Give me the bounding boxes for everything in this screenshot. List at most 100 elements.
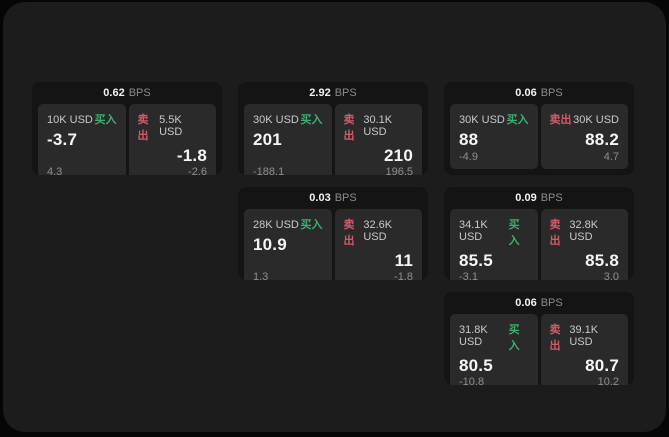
sell-label: 卖出	[137, 114, 149, 142]
buy-size: 28K USD	[253, 219, 299, 231]
quote-card: 0.62 BPS 10K USD 买入 -3.7 4.3 卖出 5.5K USD	[32, 82, 222, 175]
sell-panel-top: 卖出 30K USD	[550, 111, 620, 127]
buy-label: 买入	[94, 114, 117, 126]
quote-panels: 28K USD 买入 10.9 1.3 卖出 32.6K USD 11 -1.8	[238, 209, 428, 280]
buy-size: 10K USD	[47, 114, 93, 126]
bps-value: 0.09	[515, 192, 537, 204]
quote-panels: 30K USD 买入 201 -188.1 卖出 30.1K USD 210 1…	[238, 104, 428, 175]
buy-label: 买入	[508, 219, 520, 247]
sell-change: 3.0	[603, 271, 619, 280]
sell-price: 85.8	[585, 251, 619, 270]
sell-price: 88.2	[585, 130, 619, 149]
sell-size: 30.1K USD	[363, 114, 393, 138]
buy-price: 85.5	[459, 251, 493, 270]
buy-change: -188.1	[253, 166, 285, 175]
buy-change: -3.1	[459, 271, 478, 280]
quote-card: 2.92 BPS 30K USD 买入 201 -188.1 卖出 30.1K …	[238, 82, 428, 175]
sell-panel-top: 卖出 30.1K USD	[344, 111, 414, 143]
bps-unit: BPS	[540, 192, 563, 204]
bps-unit: BPS	[540, 297, 563, 309]
buy-size: 30K USD	[459, 114, 505, 126]
buy-change: 1.3	[253, 271, 269, 280]
quote-card: 0.06 BPS 31.8K USD 买入 80.5 -10.8 卖出 39.1…	[444, 292, 634, 385]
sell-price: -1.8	[176, 146, 207, 165]
buy-change: -10.8	[459, 376, 485, 385]
bps-value: 0.03	[309, 192, 331, 204]
quote-card-grid: 0.62 BPS 10K USD 买入 -3.7 4.3 卖出 5.5K USD	[32, 82, 634, 385]
quote-card: 0.09 BPS 34.1K USD 买入 85.5 -3.1 卖出 32.8K…	[444, 187, 634, 280]
buy-panel-top: 34.1K USD 买入	[459, 216, 529, 248]
buy-panel[interactable]: 28K USD 买入 10.9 1.3	[244, 209, 332, 280]
buy-panel[interactable]: 34.1K USD 买入 85.5 -3.1	[450, 209, 538, 280]
bps-header: 0.09 BPS	[444, 187, 634, 209]
bps-value: 0.06	[515, 87, 537, 99]
quote-panels: 31.8K USD 买入 80.5 -10.8 卖出 39.1K USD 80.…	[444, 314, 634, 385]
buy-panel-top: 10K USD 买入	[47, 111, 117, 127]
sell-size: 32.6K USD	[363, 219, 393, 243]
quote-panels: 34.1K USD 买入 85.5 -3.1 卖出 32.8K USD 85.8…	[444, 209, 634, 280]
sell-size: 32.8K USD	[569, 219, 599, 243]
buy-panel-top: 30K USD 买入	[253, 111, 323, 127]
sell-label: 卖出	[343, 114, 355, 142]
sell-panel[interactable]: 卖出 32.8K USD 85.8 3.0	[540, 209, 628, 280]
sell-change: 196.5	[385, 166, 413, 175]
sell-change: -1.8	[394, 271, 413, 280]
buy-label: 买入	[300, 114, 323, 126]
sell-price: 80.7	[585, 356, 619, 375]
quote-panels: 30K USD 买入 88 -4.9 卖出 30K USD 88.2 4.7	[444, 104, 634, 175]
buy-change: 4.3	[47, 166, 63, 175]
buy-panel[interactable]: 30K USD 买入 88 -4.9	[450, 104, 538, 169]
sell-panel-top: 卖出 32.6K USD	[344, 216, 414, 248]
buy-price: 88	[459, 130, 479, 149]
bps-header: 0.06 BPS	[444, 82, 634, 104]
buy-label: 买入	[506, 114, 529, 126]
bps-header: 0.06 BPS	[444, 292, 634, 314]
sell-panel[interactable]: 卖出 30K USD 88.2 4.7	[540, 104, 628, 169]
buy-panel[interactable]: 30K USD 买入 201 -188.1	[244, 104, 332, 175]
sell-panel-top: 卖出 39.1K USD	[550, 321, 620, 353]
sell-panel[interactable]: 卖出 32.6K USD 11 -1.8	[334, 209, 422, 280]
app-window: 0.62 BPS 10K USD 买入 -3.7 4.3 卖出 5.5K USD	[3, 2, 666, 432]
buy-label: 买入	[300, 219, 323, 231]
sell-price: 210	[384, 146, 413, 165]
bps-unit: BPS	[128, 87, 151, 99]
sell-size: 30K USD	[573, 114, 619, 126]
sell-size: 5.5K USD	[159, 114, 183, 138]
buy-panel[interactable]: 10K USD 买入 -3.7 4.3	[38, 104, 126, 175]
sell-size: 39.1K USD	[569, 324, 599, 348]
buy-panel-top: 28K USD 买入	[253, 216, 323, 232]
bps-value: 2.92	[309, 87, 331, 99]
bps-unit: BPS	[540, 87, 563, 99]
sell-panel-top: 卖出 5.5K USD	[138, 111, 208, 143]
buy-size: 34.1K USD	[459, 219, 488, 243]
bps-unit: BPS	[334, 192, 357, 204]
sell-price: 11	[394, 251, 413, 270]
bps-header: 0.62 BPS	[32, 82, 222, 104]
buy-price: -3.7	[47, 130, 78, 149]
buy-panel-top: 31.8K USD 买入	[459, 321, 529, 353]
sell-panel[interactable]: 卖出 30.1K USD 210 196.5	[334, 104, 422, 175]
sell-label: 卖出	[549, 324, 561, 352]
quote-card: 0.03 BPS 28K USD 买入 10.9 1.3 卖出 32.6K US…	[238, 187, 428, 280]
sell-panel[interactable]: 卖出 5.5K USD -1.8 -2.6	[128, 104, 216, 175]
sell-label: 卖出	[549, 114, 572, 126]
buy-panel-top: 30K USD 买入	[459, 111, 529, 127]
buy-panel[interactable]: 31.8K USD 买入 80.5 -10.8	[450, 314, 538, 385]
buy-size: 30K USD	[253, 114, 299, 126]
bps-header: 2.92 BPS	[238, 82, 428, 104]
buy-change: -4.9	[459, 151, 478, 163]
quote-panels: 10K USD 买入 -3.7 4.3 卖出 5.5K USD -1.8 -2.…	[32, 104, 222, 175]
quote-card: 0.06 BPS 30K USD 买入 88 -4.9 卖出 30K USD	[444, 82, 634, 175]
buy-price: 201	[253, 130, 282, 149]
bps-value: 0.06	[515, 297, 537, 309]
buy-size: 31.8K USD	[459, 324, 488, 348]
sell-panel-top: 卖出 32.8K USD	[550, 216, 620, 248]
sell-panel[interactable]: 卖出 39.1K USD 80.7 10.2	[540, 314, 628, 385]
buy-price: 80.5	[459, 356, 493, 375]
sell-change: -2.6	[188, 166, 207, 175]
sell-change: 10.2	[597, 376, 619, 385]
sell-label: 卖出	[549, 219, 561, 247]
buy-price: 10.9	[253, 235, 287, 254]
bps-unit: BPS	[334, 87, 357, 99]
bps-header: 0.03 BPS	[238, 187, 428, 209]
